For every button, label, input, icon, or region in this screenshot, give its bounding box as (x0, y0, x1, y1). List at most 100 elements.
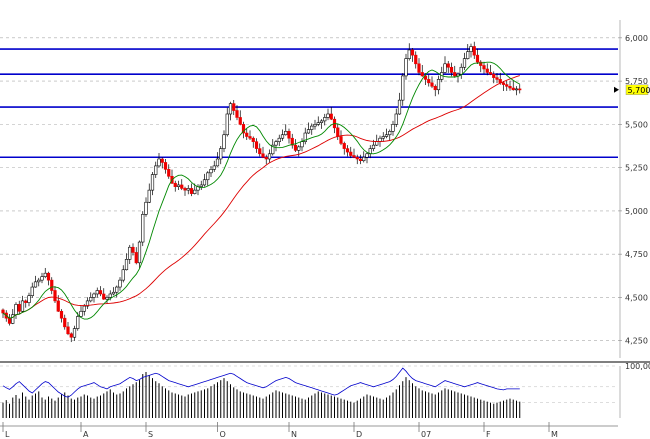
time-axis: L A S O N D 07 F M (0, 422, 618, 439)
candle (98, 286, 103, 297)
candle (433, 84, 437, 97)
candle-body (167, 169, 171, 177)
month-tick-label: A (83, 430, 89, 439)
candle (59, 309, 64, 323)
candle (128, 244, 132, 264)
candle (105, 295, 109, 304)
candle-body (98, 290, 103, 295)
candle (219, 146, 223, 165)
candle (167, 164, 171, 179)
candle (102, 288, 106, 300)
candle (258, 143, 262, 157)
candle (316, 116, 320, 127)
candle-body (508, 86, 512, 89)
candle (43, 267, 47, 279)
candle-body (345, 148, 350, 153)
candle-body (186, 188, 190, 191)
candle (449, 62, 454, 77)
candle-body (115, 286, 119, 293)
candle (124, 253, 129, 271)
candle (144, 197, 148, 217)
candle-body (33, 281, 38, 288)
candle (27, 292, 31, 307)
candle-body (297, 146, 301, 151)
candle (427, 74, 431, 87)
candle (147, 183, 151, 204)
candle (339, 130, 343, 146)
candle-body (482, 65, 486, 70)
candle (157, 152, 161, 168)
candle-body (300, 141, 304, 148)
candle (485, 63, 489, 76)
candle-body (501, 82, 506, 85)
candle (212, 160, 216, 172)
candle-body (453, 72, 457, 77)
candle (11, 309, 15, 325)
candle-body (27, 295, 31, 303)
candle (40, 272, 44, 284)
candle-body (479, 61, 483, 66)
candle-body (245, 132, 249, 137)
candle (173, 180, 177, 192)
candle-body (488, 72, 493, 75)
candle (479, 60, 483, 73)
candle (323, 113, 327, 126)
candle-body (20, 300, 25, 312)
candle-body (459, 66, 463, 75)
candle (469, 43, 473, 58)
candle (417, 58, 421, 76)
candle (245, 128, 249, 140)
price-tick-label: 5,500 (625, 120, 648, 129)
candle (261, 146, 265, 159)
candle-body (92, 293, 96, 298)
candle-body (251, 137, 255, 142)
candle (118, 277, 122, 291)
candle-body (89, 297, 93, 302)
candle (505, 80, 509, 91)
price-tick-label: 4,500 (625, 293, 648, 302)
candle-body (72, 328, 77, 338)
candle-body (137, 241, 142, 264)
candle-body (17, 304, 21, 312)
candle-body (173, 182, 177, 187)
candle (381, 132, 385, 142)
candle-body (430, 82, 434, 87)
candle-body (121, 269, 125, 281)
candle-body (293, 144, 298, 151)
candle-body (381, 136, 385, 139)
candle (33, 275, 38, 288)
candle (501, 80, 506, 92)
candle (384, 128, 389, 139)
candle-body (111, 291, 116, 295)
candle-body (40, 276, 44, 281)
candle-body (219, 148, 223, 160)
candle-body (371, 144, 376, 149)
candle-body (472, 46, 476, 56)
candle-body (427, 79, 431, 84)
candle (95, 287, 99, 298)
candle (306, 122, 311, 134)
candle (115, 285, 119, 298)
candle (488, 64, 493, 76)
candle-body (248, 136, 252, 139)
candle-body (199, 184, 203, 187)
candle-body (193, 189, 197, 194)
candle-body (280, 134, 285, 139)
candle (430, 76, 434, 89)
candle-body (258, 148, 262, 155)
candle (134, 247, 138, 265)
candle (271, 139, 275, 156)
month-tick-label: M (551, 430, 558, 439)
month-tick-label: 07 (421, 430, 431, 439)
candle (410, 48, 415, 62)
candle-body (108, 293, 112, 298)
long-moving-average-line (2, 75, 520, 319)
candle (69, 332, 73, 343)
candle-body (56, 300, 60, 312)
volume-bars (2, 372, 521, 418)
candle-body (449, 66, 454, 73)
candle (466, 44, 470, 60)
candle (391, 120, 395, 136)
candle-body (235, 110, 239, 118)
